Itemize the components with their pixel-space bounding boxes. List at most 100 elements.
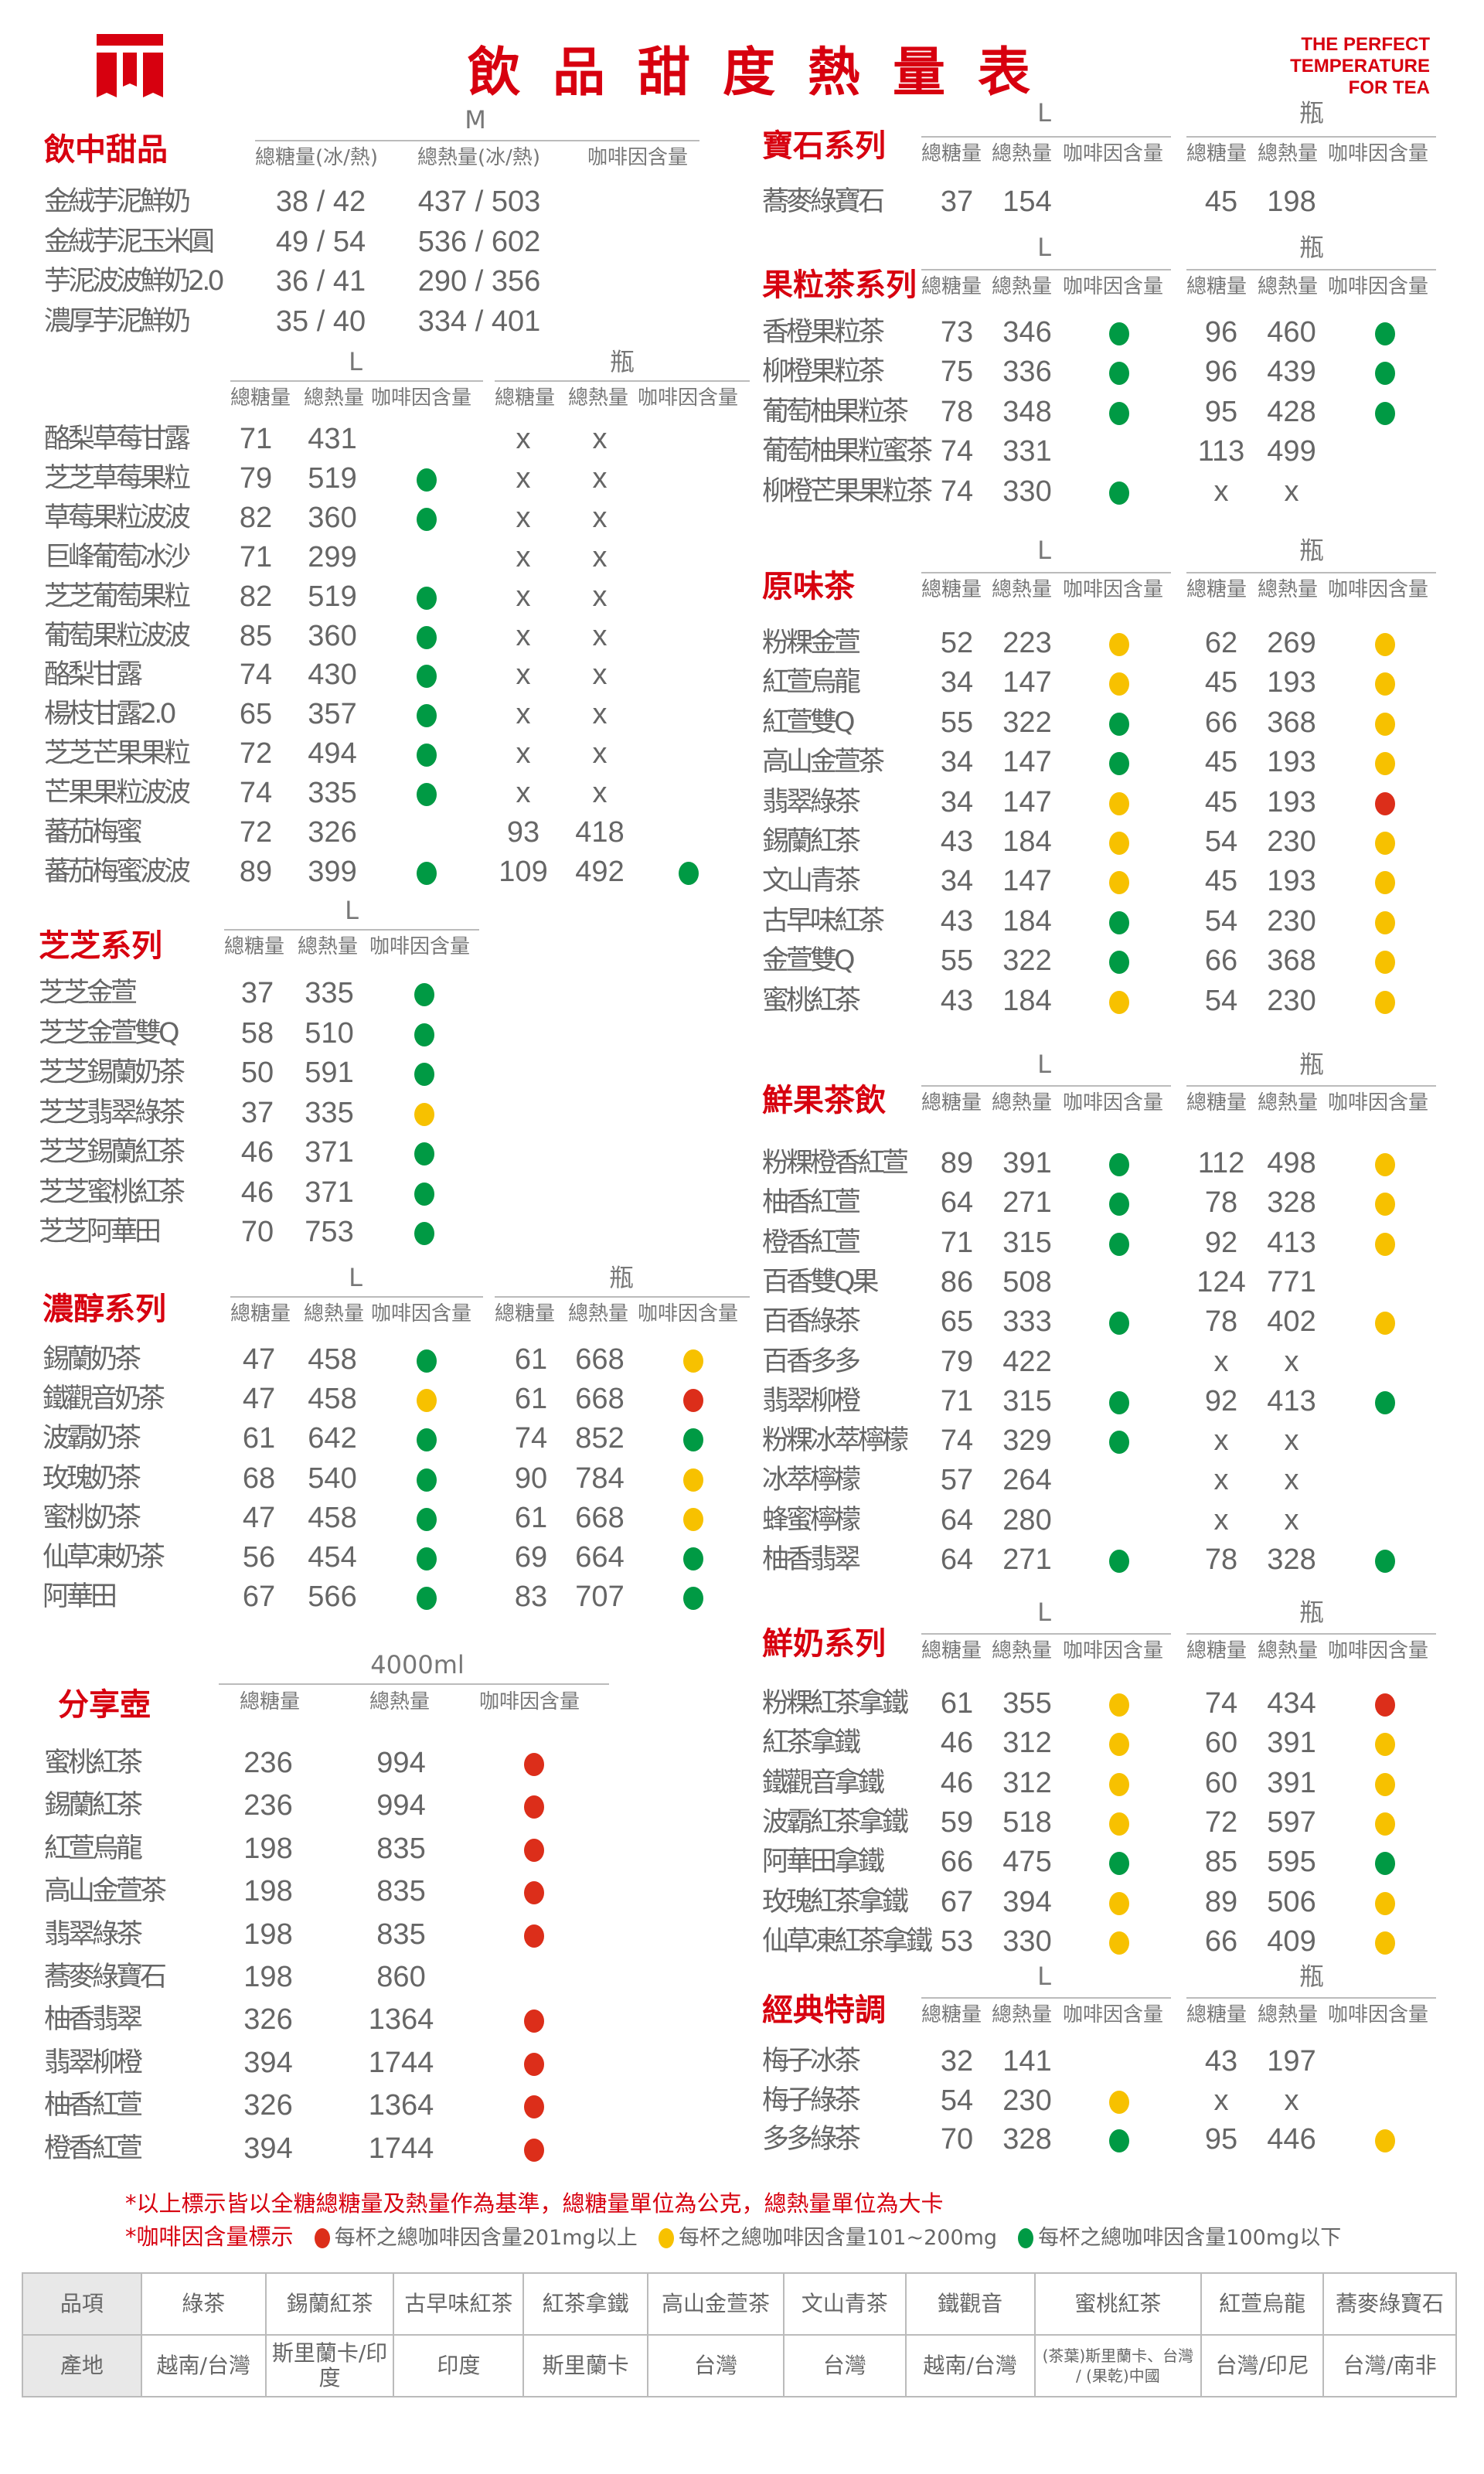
calorie-value: x xyxy=(1284,1464,1299,1497)
calorie-value: 519 xyxy=(308,580,357,613)
drink-name: 芋泥波波鮮奶2.0 xyxy=(44,266,225,297)
sugar-value: x xyxy=(1213,2084,1229,2117)
tea-item: 鐵觀音 xyxy=(904,2272,1036,2336)
calorie-value: x xyxy=(1284,1424,1299,1458)
calorie-value: 322 xyxy=(1002,944,1052,978)
drink-name: 紅茶拿鐵 xyxy=(762,1727,861,1759)
logo xyxy=(97,34,163,100)
drink-name: 芝芝翡翠綠茶 xyxy=(39,1097,186,1128)
column-header: 咖啡因含量 xyxy=(371,1302,472,1325)
column-header: 總熱量 xyxy=(992,275,1053,298)
drink-name: 巨峰葡萄冰沙 xyxy=(44,541,191,573)
sugar-value: 85 xyxy=(239,619,273,652)
tea-origin: 越南/台灣 xyxy=(904,2334,1036,2397)
sugar-value: x xyxy=(1213,1503,1229,1536)
yellow-caffeine-dot-icon xyxy=(1109,1693,1129,1717)
sugar-value: 47 xyxy=(242,1343,276,1376)
calorie-value: 312 xyxy=(1002,1766,1052,1799)
calorie-value: 595 xyxy=(1267,1846,1316,1879)
sugar-value: 83 xyxy=(514,1581,548,1614)
column-header: 總熱量 xyxy=(992,1091,1053,1114)
sugar-value: 53 xyxy=(940,1924,974,1958)
column-header: 總糖量 xyxy=(240,1690,301,1713)
sugar-value: 37 xyxy=(240,1096,274,1129)
drink-name: 阿華田 xyxy=(43,1581,117,1613)
yellow-caffeine-dot-icon xyxy=(1109,871,1129,895)
drink-name: 芝芝錫蘭紅茶 xyxy=(39,1137,186,1168)
column-header: 咖啡因含量 xyxy=(479,1690,580,1713)
yellow-caffeine-dot-icon xyxy=(1109,672,1129,696)
drink-name: 蕎麥綠寶石 xyxy=(762,186,885,217)
sugar-value: 394 xyxy=(243,2046,293,2079)
calorie-value: 536 / 602 xyxy=(417,225,541,258)
sugar-value: 89 xyxy=(1204,1885,1238,1918)
calorie-value: 184 xyxy=(1002,904,1052,938)
sugar-value: x xyxy=(516,461,531,495)
drink-name: 柚香紅萱 xyxy=(762,1187,861,1219)
calorie-value: 193 xyxy=(1267,785,1316,818)
calorie-value: 154 xyxy=(1002,185,1052,218)
calorie-value: 331 xyxy=(1002,435,1052,468)
drink-name: 柚香翡翠 xyxy=(762,1544,861,1575)
red-caffeine-dot-icon xyxy=(683,1389,703,1413)
calorie-value: 852 xyxy=(575,1422,625,1455)
yellow-caffeine-dot-icon xyxy=(1109,1733,1129,1757)
drink-name: 鐵觀音拿鐵 xyxy=(762,1767,885,1798)
sugar-value: 45 xyxy=(1204,185,1238,218)
section-title: 果粒茶系列 xyxy=(762,267,917,303)
size-label: L xyxy=(1037,98,1051,128)
sugar-value: 65 xyxy=(940,1305,974,1339)
sugar-value: 49 / 54 xyxy=(275,225,366,258)
drink-name: 玫瑰紅茶拿鐵 xyxy=(762,1886,909,1918)
calorie-value: x xyxy=(592,619,608,652)
green-caffeine-dot-icon xyxy=(1375,362,1395,386)
drink-name: 蕃茄梅蜜波波 xyxy=(44,856,191,887)
sugar-value: 70 xyxy=(240,1216,274,1248)
calorie-value: x xyxy=(1284,2084,1299,2117)
sugar-value: 52 xyxy=(940,627,974,659)
size-label: L xyxy=(345,896,359,925)
calorie-value: 290 / 356 xyxy=(417,265,541,298)
section-title: 芝芝系列 xyxy=(39,927,162,964)
drink-name: 紅萱雙Q xyxy=(762,706,856,738)
sugar-value: 113 xyxy=(1197,435,1245,468)
calorie-value: 198 xyxy=(1267,185,1316,218)
drink-name: 芝芝蜜桃紅茶 xyxy=(39,1176,186,1208)
sugar-value: 46 xyxy=(240,1176,274,1209)
sugar-value: 89 xyxy=(239,855,273,888)
drink-name: 梅子綠茶 xyxy=(762,2084,861,2116)
drink-name: 酪梨甘露 xyxy=(44,659,143,691)
sugar-value: 66 xyxy=(1204,1924,1238,1958)
divider xyxy=(921,1997,1171,1999)
green-caffeine-dot-icon xyxy=(417,744,437,767)
sugar-value: 89 xyxy=(940,1147,974,1179)
green-caffeine-dot-icon xyxy=(683,1587,703,1611)
calorie-value: 668 xyxy=(575,1383,625,1416)
calorie-value: 360 xyxy=(308,619,357,652)
sugar-value: 32 xyxy=(940,2045,974,2078)
calorie-value: 413 xyxy=(1267,1226,1316,1259)
section-title: 分享壺 xyxy=(58,1686,151,1723)
drink-name: 芝芝芒果果粒 xyxy=(44,738,191,770)
calorie-value: 399 xyxy=(308,855,357,888)
calorie-value: 434 xyxy=(1267,1687,1316,1720)
drink-name: 葡萄柚果粒茶 xyxy=(762,396,909,427)
calorie-value: x xyxy=(592,540,608,573)
green-caffeine-dot-icon xyxy=(417,783,437,807)
column-header: 總糖量 xyxy=(1186,2003,1247,2027)
sugar-value: 43 xyxy=(940,825,974,858)
green-caffeine-dot-icon xyxy=(417,507,437,531)
column-header: 總糖量 xyxy=(495,1302,556,1325)
tagline-line: THE PERFECT xyxy=(1301,34,1430,55)
divider xyxy=(255,140,699,141)
row-label: 品項 xyxy=(22,2272,142,2336)
sugar-value: 74 xyxy=(239,777,273,810)
calorie-value: 315 xyxy=(1002,1226,1052,1259)
drink-name: 粉粿金萱 xyxy=(762,628,861,658)
green-caffeine-dot-icon xyxy=(414,1182,434,1206)
sugar-value: x xyxy=(1213,1424,1229,1458)
sugar-value: 74 xyxy=(514,1422,548,1455)
calorie-value: 147 xyxy=(1002,865,1052,898)
calorie-value: 147 xyxy=(1002,666,1052,699)
yellow-caffeine-dot-icon xyxy=(1109,832,1129,855)
